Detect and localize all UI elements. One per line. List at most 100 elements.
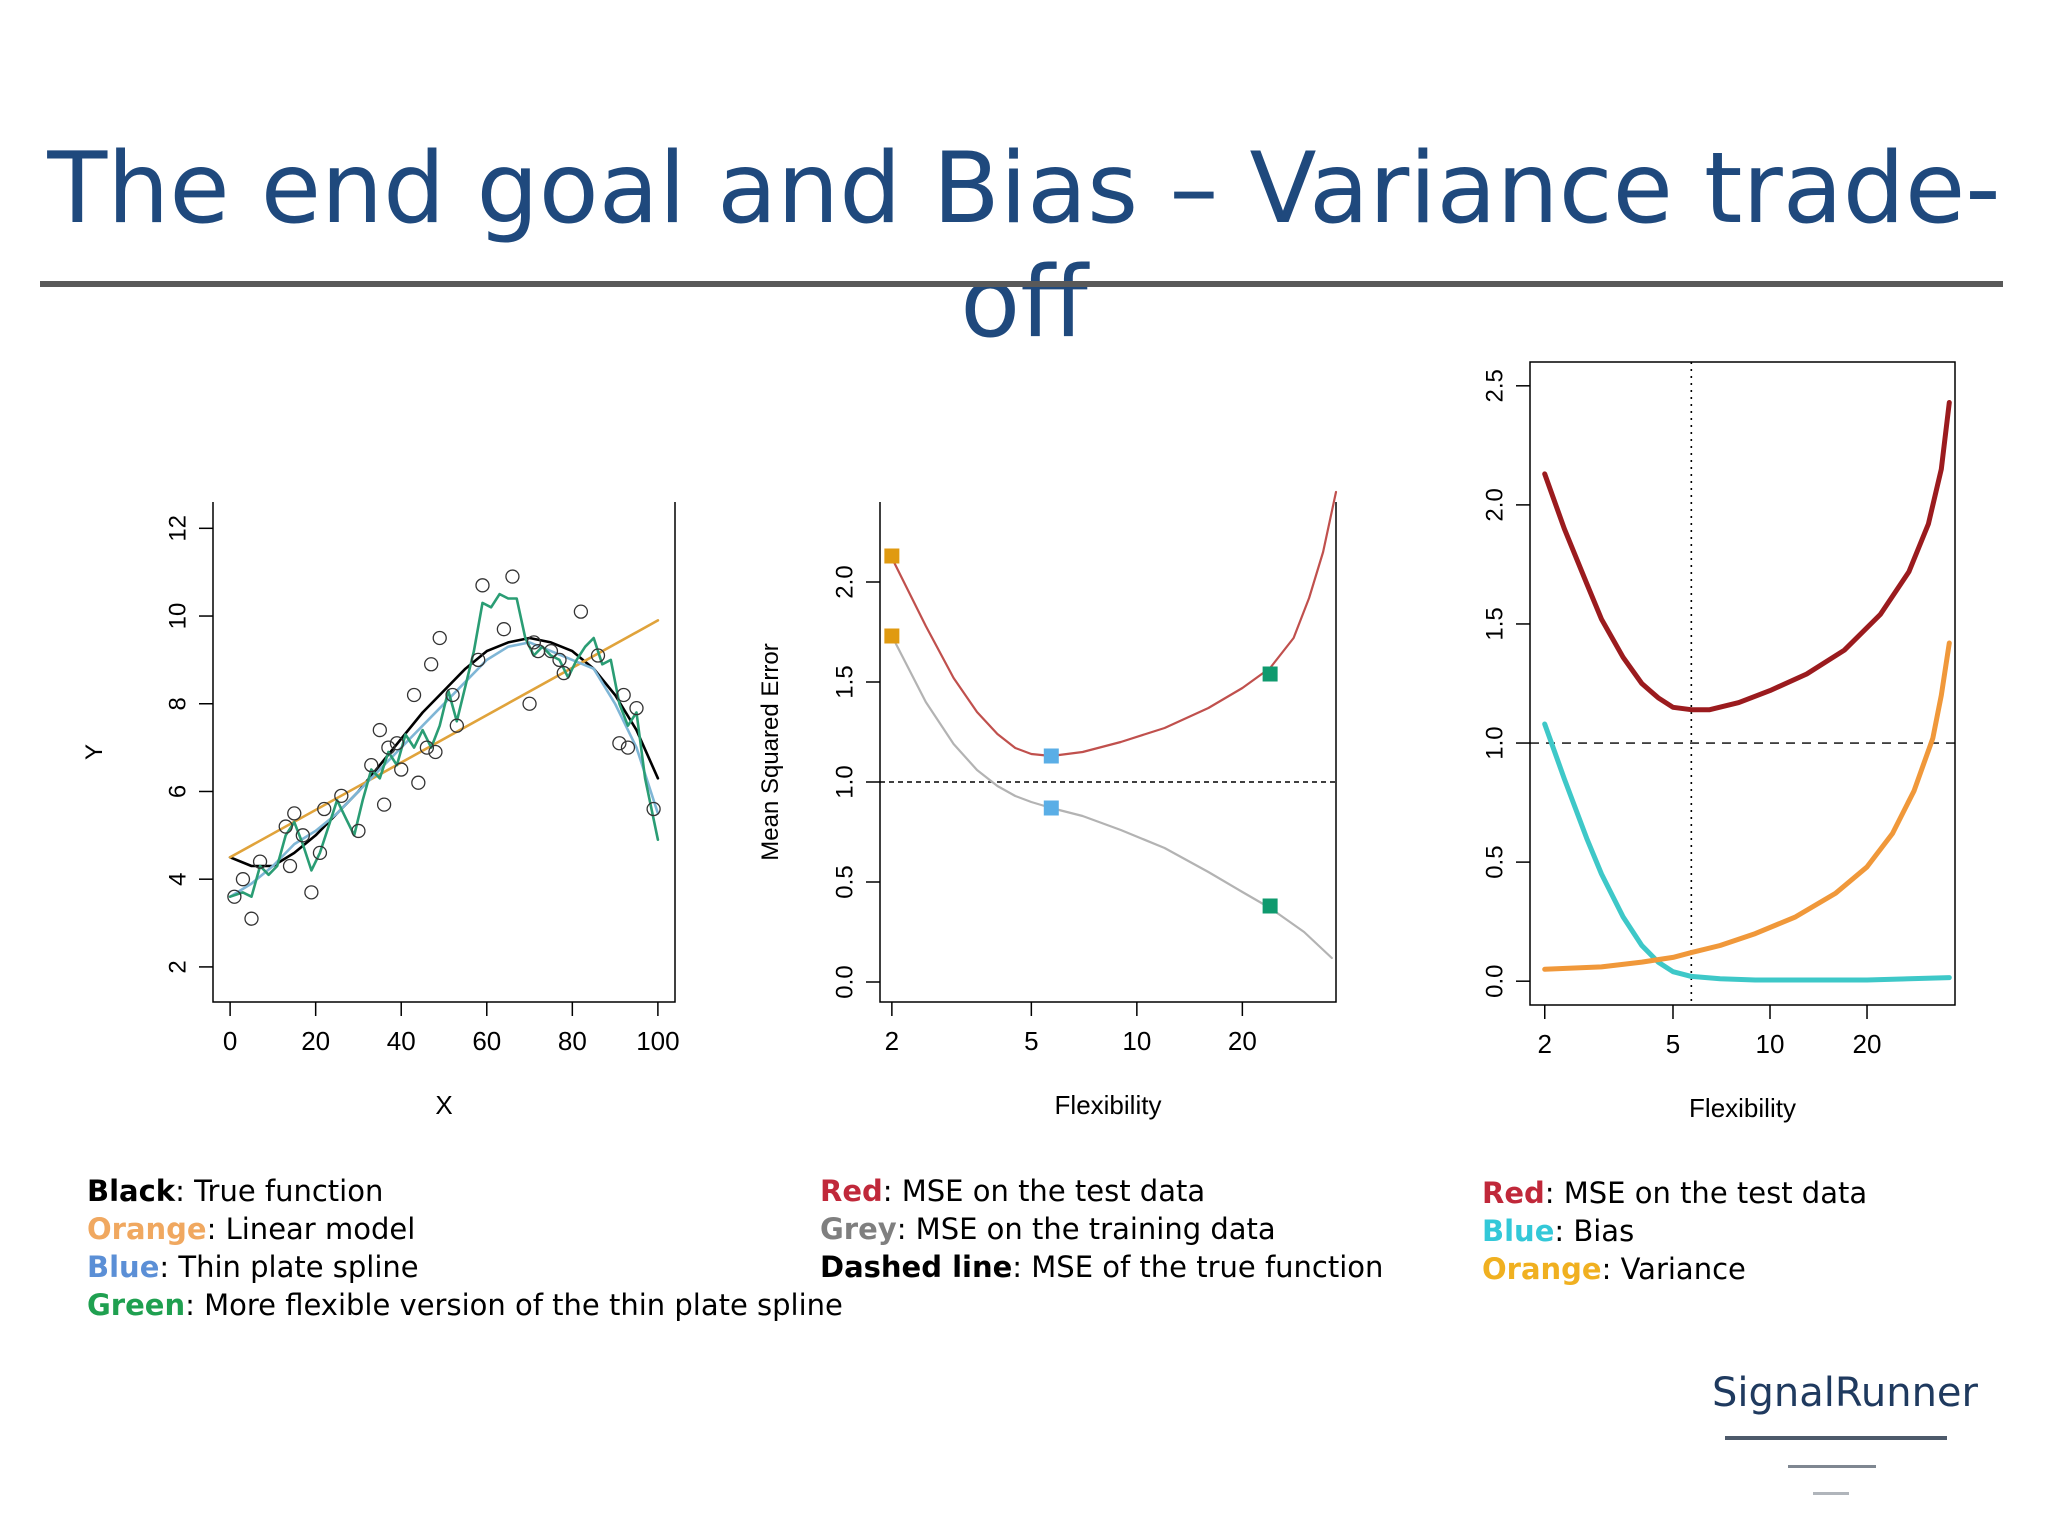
data-point (590, 648, 606, 663)
legend-key: Blue (1482, 1214, 1555, 1248)
legend-middle: Red: MSE on the test data Grey: MSE on t… (820, 1172, 1383, 1286)
x-tick-label: 2 (885, 1026, 899, 1056)
data-point (646, 801, 661, 817)
scatter-fit-chart: 2 4 6 8 10 12 0 20 40 60 80 100 X Y (81, 502, 680, 1120)
title-divider (40, 281, 2003, 287)
legend-text: : MSE on the training data (896, 1212, 1276, 1246)
series-line-black (228, 636, 660, 868)
x-tick-label: 2 (1538, 1029, 1552, 1059)
series-line-blue (228, 641, 660, 899)
data-point (406, 687, 422, 703)
x-axis-label: X (435, 1090, 452, 1120)
series-line-orange (228, 619, 660, 859)
legend-item: Orange: Variance (1482, 1250, 1867, 1288)
x-tick-label: 40 (387, 1026, 416, 1056)
y-tick-label: 8 (164, 697, 191, 710)
logo-underline (1788, 1465, 1876, 1468)
marker-square (1262, 898, 1278, 914)
logo-underline (1725, 1436, 1947, 1440)
data-point (381, 740, 396, 755)
data-point (282, 858, 298, 874)
series-line-red (890, 490, 1338, 758)
legend-right: Red: MSE on the test data Blue: Bias Ora… (1482, 1174, 1867, 1288)
x-tick-label: 10 (1756, 1029, 1785, 1059)
data-point (629, 700, 644, 716)
data-point (244, 911, 259, 926)
x-tick-label: 10 (1122, 1026, 1151, 1056)
y-tick-label: 1.5 (1481, 607, 1508, 640)
data-point (445, 687, 460, 703)
data-point (372, 722, 387, 738)
y-tick-label: 10 (164, 603, 191, 630)
marker-square (884, 628, 900, 644)
y-tick-label: 0.0 (831, 965, 858, 998)
data-point (312, 845, 328, 861)
y-axis-label: Y (81, 744, 108, 760)
data-point (496, 622, 512, 637)
logo-underline (1813, 1492, 1849, 1495)
legend-key: Orange (1482, 1252, 1602, 1286)
marker-square (884, 548, 900, 564)
data-point (389, 736, 405, 751)
y-tick-label: 2.0 (1481, 488, 1508, 521)
legend-key: Blue (87, 1250, 160, 1284)
x-tick-label: 5 (1024, 1026, 1038, 1056)
legend-key: Grey (820, 1212, 897, 1246)
legend-key: Red (820, 1174, 883, 1208)
legend-text: : Linear model (206, 1212, 416, 1246)
legend-item: Blue: Bias (1482, 1212, 1867, 1250)
legend-text: : MSE on the test data (882, 1174, 1206, 1208)
marker-square (1043, 800, 1059, 816)
data-point (287, 806, 302, 821)
legend-key: Black (87, 1174, 176, 1208)
legend-key: Red (1482, 1176, 1545, 1210)
data-point (334, 788, 349, 804)
legend-item: Red: MSE on the test data (820, 1172, 1383, 1210)
data-point (227, 889, 242, 904)
x-axis-label: Flexibility (1055, 1090, 1162, 1120)
data-point (449, 718, 464, 733)
marker-square (1043, 748, 1059, 764)
x-tick-label: 20 (1853, 1029, 1882, 1059)
data-point (432, 630, 447, 646)
slide-title: The end goal and Bias – Variance trade-o… (47, 132, 2001, 360)
legend-item: Red: MSE on the test data (1482, 1174, 1867, 1212)
x-tick-label: 80 (558, 1026, 587, 1056)
y-axis-label: Mean Squared Error (757, 643, 784, 860)
legend-text: : Thin plate spline (159, 1250, 419, 1284)
series-line-green (228, 592, 660, 899)
data-point (317, 801, 332, 817)
y-tick-label: 12 (164, 515, 191, 542)
legend-text: : MSE on the test data (1544, 1176, 1868, 1210)
data-point (526, 635, 541, 650)
series-line-blue (1542, 721, 1952, 983)
y-tick-label: 0.0 (1481, 964, 1508, 997)
legend-text: : MSE of the true function (1012, 1250, 1384, 1284)
y-tick-label: 4 (164, 873, 191, 886)
y-tick-label: 6 (164, 785, 191, 798)
data-point (428, 744, 443, 760)
marker-square (1262, 666, 1278, 682)
y-tick-label: 2.0 (831, 565, 858, 598)
legend-left: Black: True function Orange: Linear mode… (87, 1172, 843, 1324)
data-point (411, 775, 426, 790)
plot-frame (212, 502, 676, 1003)
data-point (376, 797, 392, 812)
legend-item: Black: True function (87, 1172, 843, 1210)
data-point (543, 643, 559, 659)
legend-item: Grey: MSE on the training data (820, 1210, 1383, 1248)
x-tick-label: 0 (223, 1026, 237, 1056)
plot-frame (879, 502, 1337, 1003)
y-tick-label: 2 (164, 960, 191, 973)
legend-key: Dashed line (820, 1250, 1013, 1284)
data-point (612, 736, 627, 751)
legend-text: : True function (175, 1174, 384, 1208)
data-point (252, 854, 268, 869)
plot-frame (1529, 361, 1956, 1006)
data-point (304, 885, 319, 900)
data-point (556, 665, 571, 681)
data-point (552, 652, 567, 668)
data-point (394, 762, 409, 777)
x-tick-label: 20 (301, 1026, 330, 1056)
data-point (522, 696, 537, 711)
